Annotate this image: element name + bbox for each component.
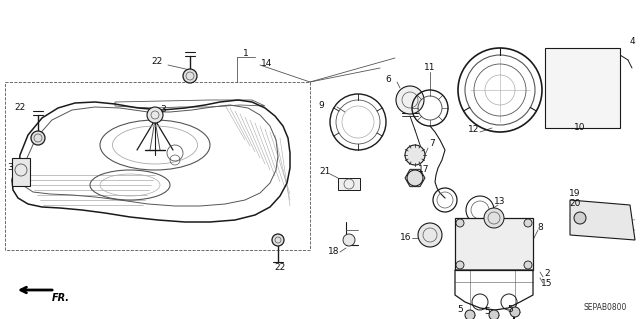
Circle shape <box>418 223 442 247</box>
Circle shape <box>574 212 586 224</box>
Circle shape <box>484 208 504 228</box>
Circle shape <box>396 86 424 114</box>
Text: 16: 16 <box>400 233 412 241</box>
Text: 5: 5 <box>507 306 513 315</box>
Text: 3: 3 <box>160 106 166 115</box>
Circle shape <box>405 145 425 165</box>
Text: 9: 9 <box>318 100 324 109</box>
Bar <box>338 178 360 190</box>
Circle shape <box>272 234 284 246</box>
Circle shape <box>183 69 197 83</box>
Circle shape <box>456 261 464 269</box>
Text: 14: 14 <box>261 58 273 68</box>
Circle shape <box>407 170 423 186</box>
Text: 15: 15 <box>541 278 553 287</box>
Circle shape <box>31 131 45 145</box>
Text: 3: 3 <box>7 164 13 173</box>
Text: 2: 2 <box>544 270 550 278</box>
Bar <box>12 158 30 186</box>
Text: 7: 7 <box>429 139 435 149</box>
Text: 5: 5 <box>484 308 490 316</box>
Text: 13: 13 <box>494 197 506 206</box>
Text: 4: 4 <box>629 38 635 47</box>
Circle shape <box>524 261 532 269</box>
Bar <box>545 48 620 128</box>
Text: 1: 1 <box>243 49 249 58</box>
Text: 11: 11 <box>424 63 436 72</box>
Circle shape <box>343 234 355 246</box>
Text: 21: 21 <box>319 167 331 176</box>
Text: SEPAB0800: SEPAB0800 <box>583 303 627 313</box>
Text: 5: 5 <box>457 306 463 315</box>
Text: 22: 22 <box>152 57 163 66</box>
Text: FR.: FR. <box>52 293 70 303</box>
Circle shape <box>524 219 532 227</box>
Polygon shape <box>570 200 635 240</box>
Text: 22: 22 <box>14 103 26 113</box>
Text: 8: 8 <box>537 224 543 233</box>
Circle shape <box>465 310 475 319</box>
Text: 20: 20 <box>570 198 580 207</box>
Text: 17: 17 <box>419 166 429 174</box>
Text: 22: 22 <box>275 263 285 271</box>
Text: 19: 19 <box>569 189 580 198</box>
Text: 12: 12 <box>468 125 480 135</box>
Circle shape <box>147 107 163 123</box>
Circle shape <box>489 310 499 319</box>
Text: 18: 18 <box>328 248 340 256</box>
Circle shape <box>456 219 464 227</box>
Text: 10: 10 <box>574 123 586 132</box>
Circle shape <box>510 307 520 317</box>
Bar <box>455 218 533 270</box>
Text: 6: 6 <box>385 76 391 85</box>
